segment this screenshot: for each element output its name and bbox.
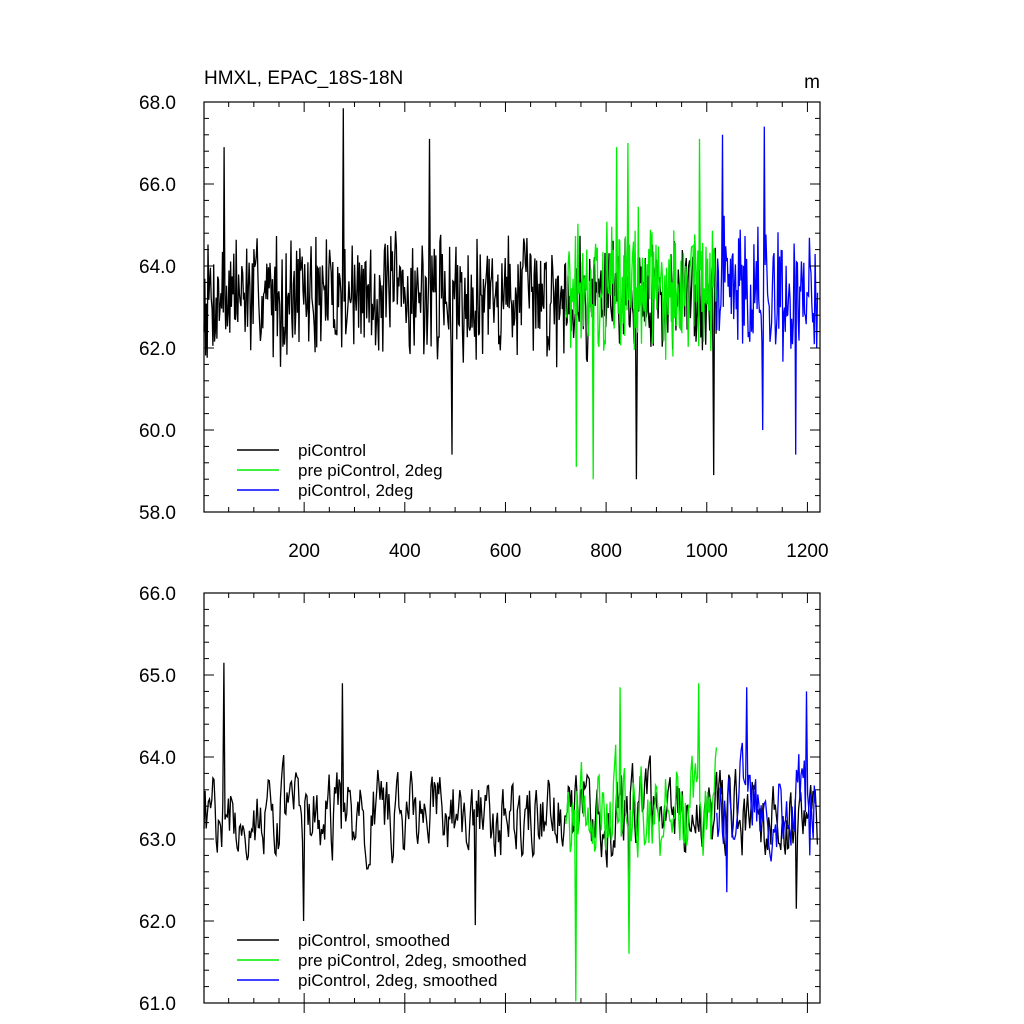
y-tick-label: 66.0 (139, 584, 176, 605)
x-tick-label: 600 (490, 541, 522, 562)
legend-label: piControl, 2deg (298, 481, 413, 500)
x-tick-label: 200 (288, 541, 320, 562)
plot-frame (203, 101, 821, 513)
legend-label: piControl (298, 441, 366, 460)
y-tick-label: 64.0 (139, 748, 176, 769)
x-tick-label: 1200 (786, 541, 828, 562)
x-tick-label: 1000 (686, 541, 728, 562)
series-line-3 (716, 126, 819, 455)
top-panel: 200 400 600 800 1000 1200 58.0 60.0 62.0 64.0 66.0… (139, 68, 829, 562)
y-tick-label: 64.0 (139, 257, 176, 278)
plot-frame (203, 592, 821, 1004)
bottom-panel: 61.0 62.0 63.0 64.0 65.0 66.0 piControl, smoot… (139, 584, 821, 1015)
series-line-2 (565, 138, 718, 480)
y-tick-label: 68.0 (139, 93, 176, 114)
series-line-2 (565, 683, 718, 1002)
x-tick-label: 800 (590, 541, 622, 562)
chart-title: HMXL, EPAC_18S-18N (204, 68, 403, 89)
series-line-3 (716, 687, 818, 893)
legend-label: piControl, 2deg, smoothed (298, 971, 497, 990)
y-tick-label: 62.0 (139, 339, 176, 360)
y-tick-label: 60.0 (139, 421, 176, 442)
y-tick-label: 66.0 (139, 175, 176, 196)
legend-label: pre piControl, 2deg (298, 461, 443, 480)
y-tick-label: 62.0 (139, 912, 176, 933)
y-tick-label: 61.0 (139, 994, 176, 1015)
series-line-1 (203, 662, 819, 926)
legend-label: pre piControl, 2deg, smoothed (298, 951, 527, 970)
y-tick-label: 58.0 (139, 503, 176, 524)
x-tick-label: 400 (389, 541, 421, 562)
legend-label: piControl, smoothed (298, 931, 450, 950)
y-tick-label: 63.0 (139, 830, 176, 851)
units-label: m (804, 72, 820, 93)
y-tick-label: 65.0 (139, 666, 176, 687)
